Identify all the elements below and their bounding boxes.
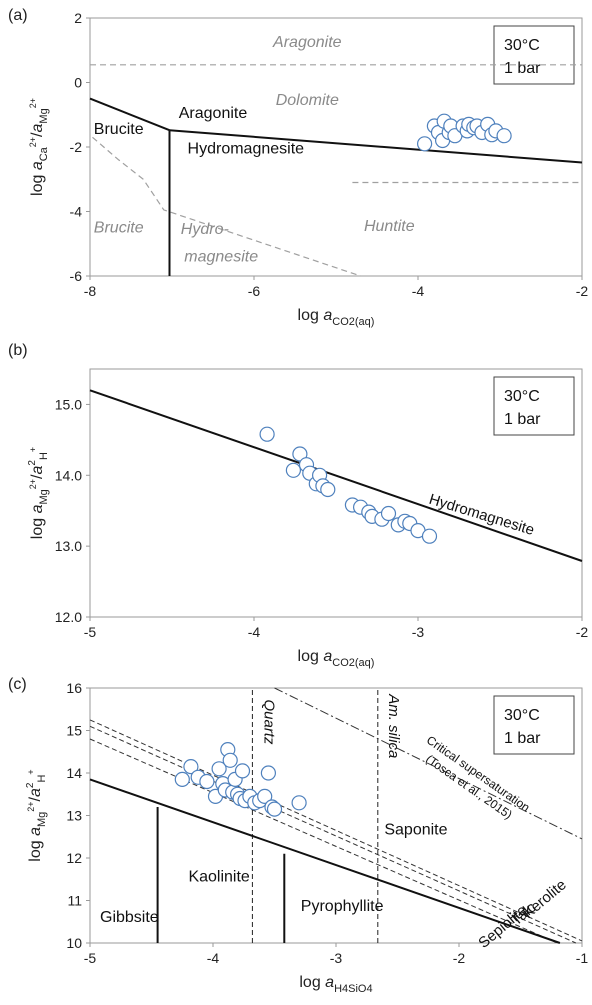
y-axis-title: log aCa2+/aMg2+	[28, 98, 50, 196]
x-tick-label: -1	[576, 950, 589, 966]
region-label: Huntite	[364, 218, 415, 235]
x-tick-label: -3	[330, 950, 343, 966]
data-point	[234, 763, 251, 779]
data-point	[257, 788, 273, 805]
x-tick-label: -2	[453, 950, 466, 966]
x-axis-title: log aCO2(aq)	[298, 648, 375, 669]
data-point	[496, 128, 512, 144]
region-label: Hydro-	[181, 221, 229, 238]
panel-label: (b)	[8, 342, 28, 359]
y-tick-label: 13	[66, 808, 82, 824]
x-tick-label: -2	[576, 283, 589, 299]
line-label: Am. silica	[385, 693, 402, 758]
y-tick-label: 12	[66, 850, 82, 866]
y-tick-label: 0	[74, 75, 82, 91]
region-label: Hydromagnesite	[188, 140, 305, 157]
x-tick-label: -2	[576, 624, 589, 640]
data-point	[380, 505, 397, 522]
data-point	[199, 773, 215, 790]
data-point	[320, 481, 336, 498]
y-tick-label: 14	[66, 765, 82, 781]
y-tick-label: 15	[66, 723, 82, 739]
region-label: Aragonite	[179, 105, 248, 122]
region-label: Pyrophyllite	[301, 898, 384, 915]
data-point	[266, 801, 283, 817]
y-axis-title: log aMg2+/a2H+	[27, 447, 50, 539]
y-tick-label: 16	[66, 680, 82, 696]
data-point	[211, 761, 227, 777]
y-tick-label: 13.0	[55, 538, 82, 554]
condition-pressure: 1 bar	[504, 60, 541, 77]
region-label: Gibbsite	[100, 909, 159, 926]
data-point	[421, 528, 438, 544]
conditions-box	[493, 25, 575, 85]
region-label: Aragonite	[272, 34, 342, 51]
metastable-boundary-line	[92, 136, 361, 277]
condition-temperature: 30°C	[504, 388, 540, 405]
x-tick-label: -4	[248, 624, 261, 640]
conditions-box	[493, 695, 575, 755]
chart-panel-c: (c) -5 -4 -3 -2 -1 10 11 12 13 14 15 16 log aH4SiO4 lo…	[8, 676, 588, 995]
y-tick-label: 2	[74, 10, 82, 26]
x-axis-title: log aCO2(aq)	[298, 307, 375, 328]
y-tick-label: 10	[66, 935, 82, 951]
panel-label: (a)	[8, 7, 28, 24]
region-label: Saponite	[384, 822, 447, 839]
panel-label: (c)	[8, 676, 27, 693]
region-label: Brucite	[94, 219, 144, 236]
stability-boundary-line	[89, 97, 170, 132]
condition-temperature: 30°C	[504, 707, 540, 724]
x-tick-label: -8	[84, 283, 97, 299]
data-point	[417, 136, 433, 152]
region-label: Brucite	[94, 121, 144, 138]
x-tick-label: -3	[412, 624, 425, 640]
x-axis-title: log aH4SiO4	[299, 974, 372, 995]
y-axis-title: log aMg2+/a2H+	[25, 769, 48, 861]
condition-pressure: 1 bar	[504, 411, 541, 428]
region-label: magnesite	[184, 248, 258, 265]
y-tick-label: 11	[67, 893, 82, 909]
critical-supersaturation-line	[274, 687, 583, 840]
x-tick-label: -4	[207, 950, 220, 966]
line-label: Hydromagnesite	[427, 491, 536, 539]
x-tick-label: -5	[84, 624, 97, 640]
mineral-saturation-line	[89, 719, 583, 942]
stability-boundary-line	[169, 129, 583, 164]
data-point	[174, 771, 190, 788]
line-label: Quartz	[261, 699, 278, 745]
stability-boundary-line	[89, 778, 561, 944]
x-tick-label: -6	[248, 283, 261, 299]
mineral-saturation-line	[89, 725, 577, 944]
condition-pressure: 1 bar	[504, 730, 541, 747]
data-point	[260, 765, 276, 781]
y-tick-label: 15.0	[55, 396, 82, 412]
y-tick-label: -6	[70, 268, 83, 284]
chart-panel-b: (b) -5 -4 -3 -2 12.0 13.0 14.0 15.0 log aCO2(aq) l…	[8, 342, 588, 669]
conditions-box	[493, 376, 575, 436]
data-point	[222, 752, 238, 768]
y-tick-label: 14.0	[55, 467, 82, 483]
stability-boundary-line	[89, 389, 583, 562]
data-point	[259, 426, 275, 442]
line-label: Sepiolite	[475, 902, 530, 952]
mineral-saturation-line	[89, 738, 558, 944]
y-tick-label: 12.0	[55, 609, 82, 625]
x-tick-label: -4	[412, 283, 425, 299]
region-label: Dolomite	[276, 92, 339, 109]
y-tick-label: -4	[70, 204, 83, 220]
condition-temperature: 30°C	[504, 37, 540, 54]
data-point	[183, 758, 199, 775]
data-point	[291, 795, 307, 811]
region-label: Kaolinite	[188, 868, 249, 885]
y-tick-label: -2	[70, 139, 83, 155]
data-point	[285, 462, 301, 478]
plot-frame	[89, 368, 583, 618]
x-tick-label: -5	[84, 950, 97, 966]
